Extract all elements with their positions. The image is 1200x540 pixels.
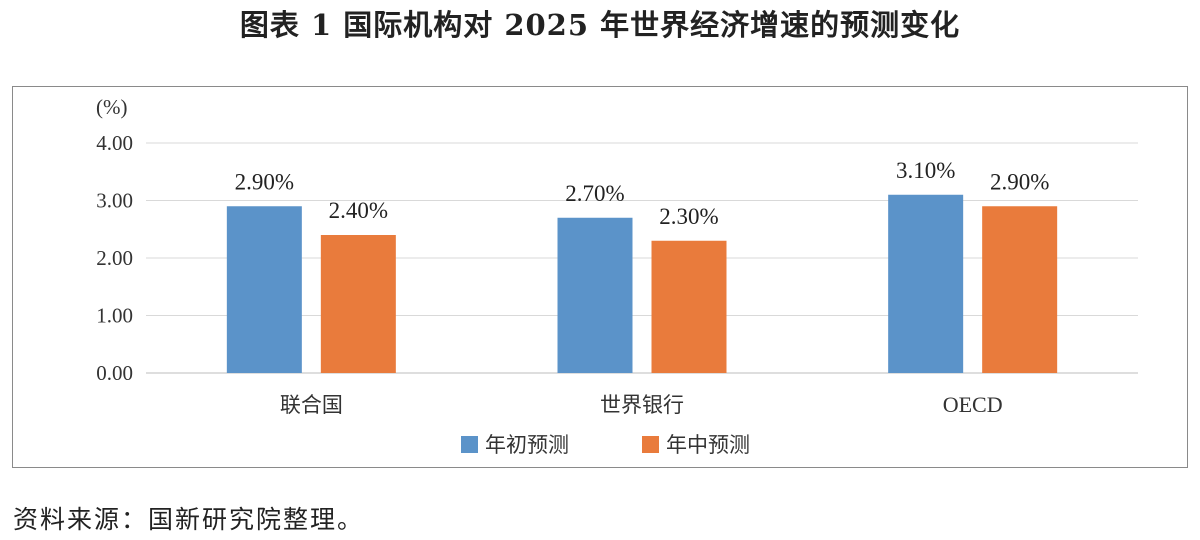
y-tick-label: 0.00: [96, 361, 133, 385]
legend-label: 年中预测: [666, 433, 750, 457]
y-tick-label: 4.00: [96, 131, 133, 155]
source-note: 资料来源：国新研究院整理。: [13, 505, 365, 534]
y-axis-unit-label: (%): [96, 95, 127, 119]
data-label: 2.90%: [235, 169, 294, 194]
chart-title: 图表 1 国际机构对 2025 年世界经济增速的预测变化: [239, 8, 961, 42]
data-label: 2.30%: [659, 204, 718, 229]
bar: [226, 206, 302, 373]
bar: [557, 217, 633, 373]
data-label: 2.40%: [329, 198, 388, 223]
y-tick-label: 2.00: [96, 246, 133, 270]
legend-swatch: [642, 436, 659, 453]
y-tick-label: 1.00: [96, 304, 133, 328]
data-label: 2.70%: [565, 181, 624, 206]
bar: [320, 235, 396, 373]
bar: [651, 240, 727, 373]
bar: [888, 194, 964, 373]
x-category-label: 世界银行: [600, 393, 684, 417]
data-label: 2.90%: [990, 169, 1049, 194]
chart-frame: [12, 86, 1188, 468]
bar: [982, 206, 1058, 373]
data-label: 3.10%: [896, 158, 955, 183]
legend-label: 年初预测: [485, 433, 569, 457]
legend-swatch: [461, 436, 478, 453]
x-category-label: OECD: [943, 392, 1003, 417]
y-tick-label: 3.00: [96, 189, 133, 213]
x-category-label: 联合国: [280, 393, 343, 417]
